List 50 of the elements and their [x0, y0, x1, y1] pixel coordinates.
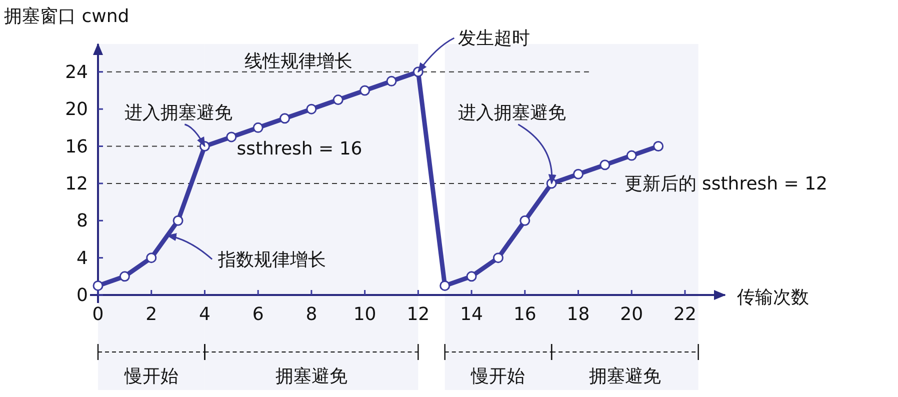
ref-line-label: ssthresh = 16: [236, 138, 362, 160]
point: [573, 168, 584, 180]
band-label: 慢开始: [470, 366, 526, 387]
x-tick-label: 6: [252, 304, 264, 325]
point: [520, 215, 530, 226]
point: [226, 132, 237, 142]
y-tick-label: 4: [76, 248, 88, 269]
x-tick-label: 14: [460, 304, 483, 325]
y-tick-label: 16: [65, 136, 88, 158]
x-tick-label: 20: [620, 304, 644, 325]
y-tick-label: 12: [65, 173, 88, 194]
x-axis-title: 传输次数: [737, 287, 809, 308]
x-tick-label: 18: [566, 304, 590, 325]
band-label: 拥塞避免: [588, 366, 661, 387]
y-tick-label: 0: [76, 285, 88, 306]
point: [332, 94, 344, 106]
point: [492, 252, 504, 264]
annotation: 发生超时: [458, 28, 530, 49]
annotation: 进入拥塞避免: [124, 102, 233, 124]
x-tick-label: 10: [353, 304, 376, 325]
ref-line-label: 更新后的 ssthresh = 12: [624, 173, 828, 194]
point: [626, 150, 637, 161]
band-label: 拥塞避免: [275, 366, 348, 387]
annotation: 进入拥塞避免: [458, 102, 566, 124]
point: [600, 160, 610, 170]
point: [653, 141, 664, 152]
y-tick-label: 20: [65, 99, 88, 120]
point: [466, 271, 477, 282]
annotation: 指数规律增长: [217, 249, 326, 270]
point: [119, 271, 130, 282]
x-tick-label: 16: [513, 304, 536, 325]
x-tick-label: 0: [92, 304, 104, 325]
x-tick-label: 22: [674, 304, 696, 325]
point: [172, 215, 184, 226]
band-label: 慢开始: [123, 366, 178, 387]
y-axis-title: 拥塞窗口 cwnd: [4, 6, 130, 27]
x-tick-label: 2: [146, 304, 158, 325]
x-tick-label: 4: [198, 304, 210, 325]
annotation: 线性规律增长: [244, 51, 353, 72]
point: [386, 76, 397, 86]
point: [306, 104, 317, 114]
x-tick-label: 8: [306, 304, 318, 325]
point: [440, 280, 450, 291]
y-tick-label: 8: [76, 210, 88, 232]
y-tick-label: 24: [65, 62, 88, 83]
point: [146, 252, 157, 264]
x-tick-label: 12: [406, 304, 430, 325]
point: [252, 122, 264, 133]
point: [280, 113, 290, 124]
point: [360, 85, 370, 96]
